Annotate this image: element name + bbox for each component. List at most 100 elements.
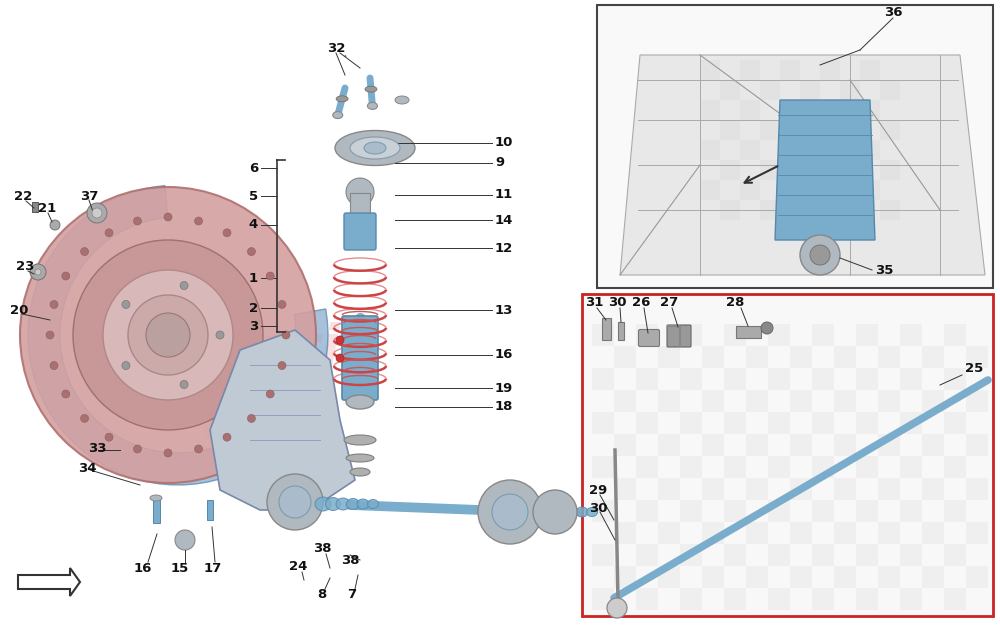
Bar — [636, 412, 658, 434]
Circle shape — [62, 272, 70, 280]
Circle shape — [336, 354, 344, 362]
Circle shape — [195, 217, 203, 225]
Polygon shape — [18, 568, 80, 596]
Bar — [636, 324, 658, 346]
Circle shape — [30, 264, 46, 280]
Bar — [812, 412, 834, 434]
Circle shape — [346, 178, 374, 206]
Text: 13: 13 — [495, 304, 513, 317]
Bar — [700, 180, 720, 200]
Bar — [636, 588, 658, 610]
Bar — [878, 478, 900, 500]
Text: 14: 14 — [495, 213, 513, 227]
Text: 25: 25 — [965, 361, 983, 374]
Circle shape — [607, 598, 627, 618]
Circle shape — [164, 449, 172, 457]
Bar — [900, 412, 922, 434]
Bar — [592, 588, 614, 610]
Circle shape — [800, 235, 840, 275]
Text: 18: 18 — [495, 401, 513, 414]
Text: 4: 4 — [249, 218, 258, 232]
Bar — [878, 346, 900, 368]
Bar — [680, 368, 702, 390]
Text: 8: 8 — [317, 587, 327, 600]
Bar — [790, 346, 812, 368]
Bar — [582, 294, 993, 616]
Bar — [880, 160, 900, 180]
Text: 31: 31 — [585, 295, 603, 309]
Bar — [860, 180, 880, 200]
Text: 11: 11 — [495, 188, 513, 202]
Bar — [700, 140, 720, 160]
Bar — [790, 522, 812, 544]
Bar — [922, 390, 944, 412]
Circle shape — [50, 220, 60, 230]
Text: 29: 29 — [589, 483, 607, 496]
Ellipse shape — [336, 498, 350, 510]
Circle shape — [122, 300, 130, 309]
Bar — [834, 522, 856, 544]
Bar — [856, 456, 878, 478]
FancyBboxPatch shape — [344, 213, 376, 250]
Text: 24: 24 — [289, 560, 307, 573]
Text: 16: 16 — [495, 349, 513, 361]
Text: 32: 32 — [327, 41, 345, 54]
Bar — [966, 434, 988, 456]
Bar — [636, 368, 658, 390]
Bar — [614, 566, 636, 588]
Ellipse shape — [395, 96, 409, 104]
Bar — [592, 544, 614, 566]
Circle shape — [478, 480, 542, 544]
Bar — [636, 456, 658, 478]
Circle shape — [133, 445, 141, 453]
Bar — [736, 326, 761, 338]
Bar — [746, 346, 768, 368]
Circle shape — [810, 245, 830, 265]
Bar — [880, 200, 900, 220]
Text: 38: 38 — [341, 553, 359, 567]
Bar — [153, 498, 160, 523]
Circle shape — [50, 362, 58, 369]
Bar — [768, 368, 790, 390]
Polygon shape — [775, 100, 875, 240]
Bar — [800, 120, 820, 140]
Bar — [820, 100, 840, 120]
Ellipse shape — [368, 500, 378, 508]
Bar — [834, 434, 856, 456]
Text: 1: 1 — [249, 272, 258, 284]
Text: 17: 17 — [204, 562, 222, 575]
Circle shape — [266, 272, 274, 280]
Bar — [760, 160, 780, 180]
Bar — [746, 566, 768, 588]
Bar — [700, 60, 720, 80]
Text: 21: 21 — [38, 202, 56, 215]
Circle shape — [195, 445, 203, 453]
Bar — [856, 544, 878, 566]
Text: subceria: subceria — [100, 322, 380, 379]
Bar — [900, 456, 922, 478]
Bar — [878, 434, 900, 456]
Bar — [658, 566, 680, 588]
Bar — [614, 434, 636, 456]
Bar — [724, 500, 746, 522]
Bar — [820, 60, 840, 80]
Bar — [768, 500, 790, 522]
Bar — [702, 478, 724, 500]
Bar — [880, 120, 900, 140]
Circle shape — [278, 362, 286, 369]
Circle shape — [247, 414, 255, 423]
Bar — [966, 390, 988, 412]
Bar — [834, 346, 856, 368]
Bar — [944, 368, 966, 390]
Bar — [614, 390, 636, 412]
Circle shape — [73, 240, 263, 430]
Circle shape — [103, 270, 233, 400]
Bar — [944, 324, 966, 346]
Circle shape — [81, 414, 89, 423]
Bar — [658, 522, 680, 544]
Bar — [944, 412, 966, 434]
Bar — [702, 522, 724, 544]
Circle shape — [50, 300, 58, 309]
Ellipse shape — [555, 506, 569, 518]
Bar — [812, 456, 834, 478]
